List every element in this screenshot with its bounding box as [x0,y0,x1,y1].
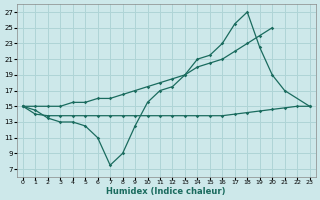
X-axis label: Humidex (Indice chaleur): Humidex (Indice chaleur) [107,187,226,196]
